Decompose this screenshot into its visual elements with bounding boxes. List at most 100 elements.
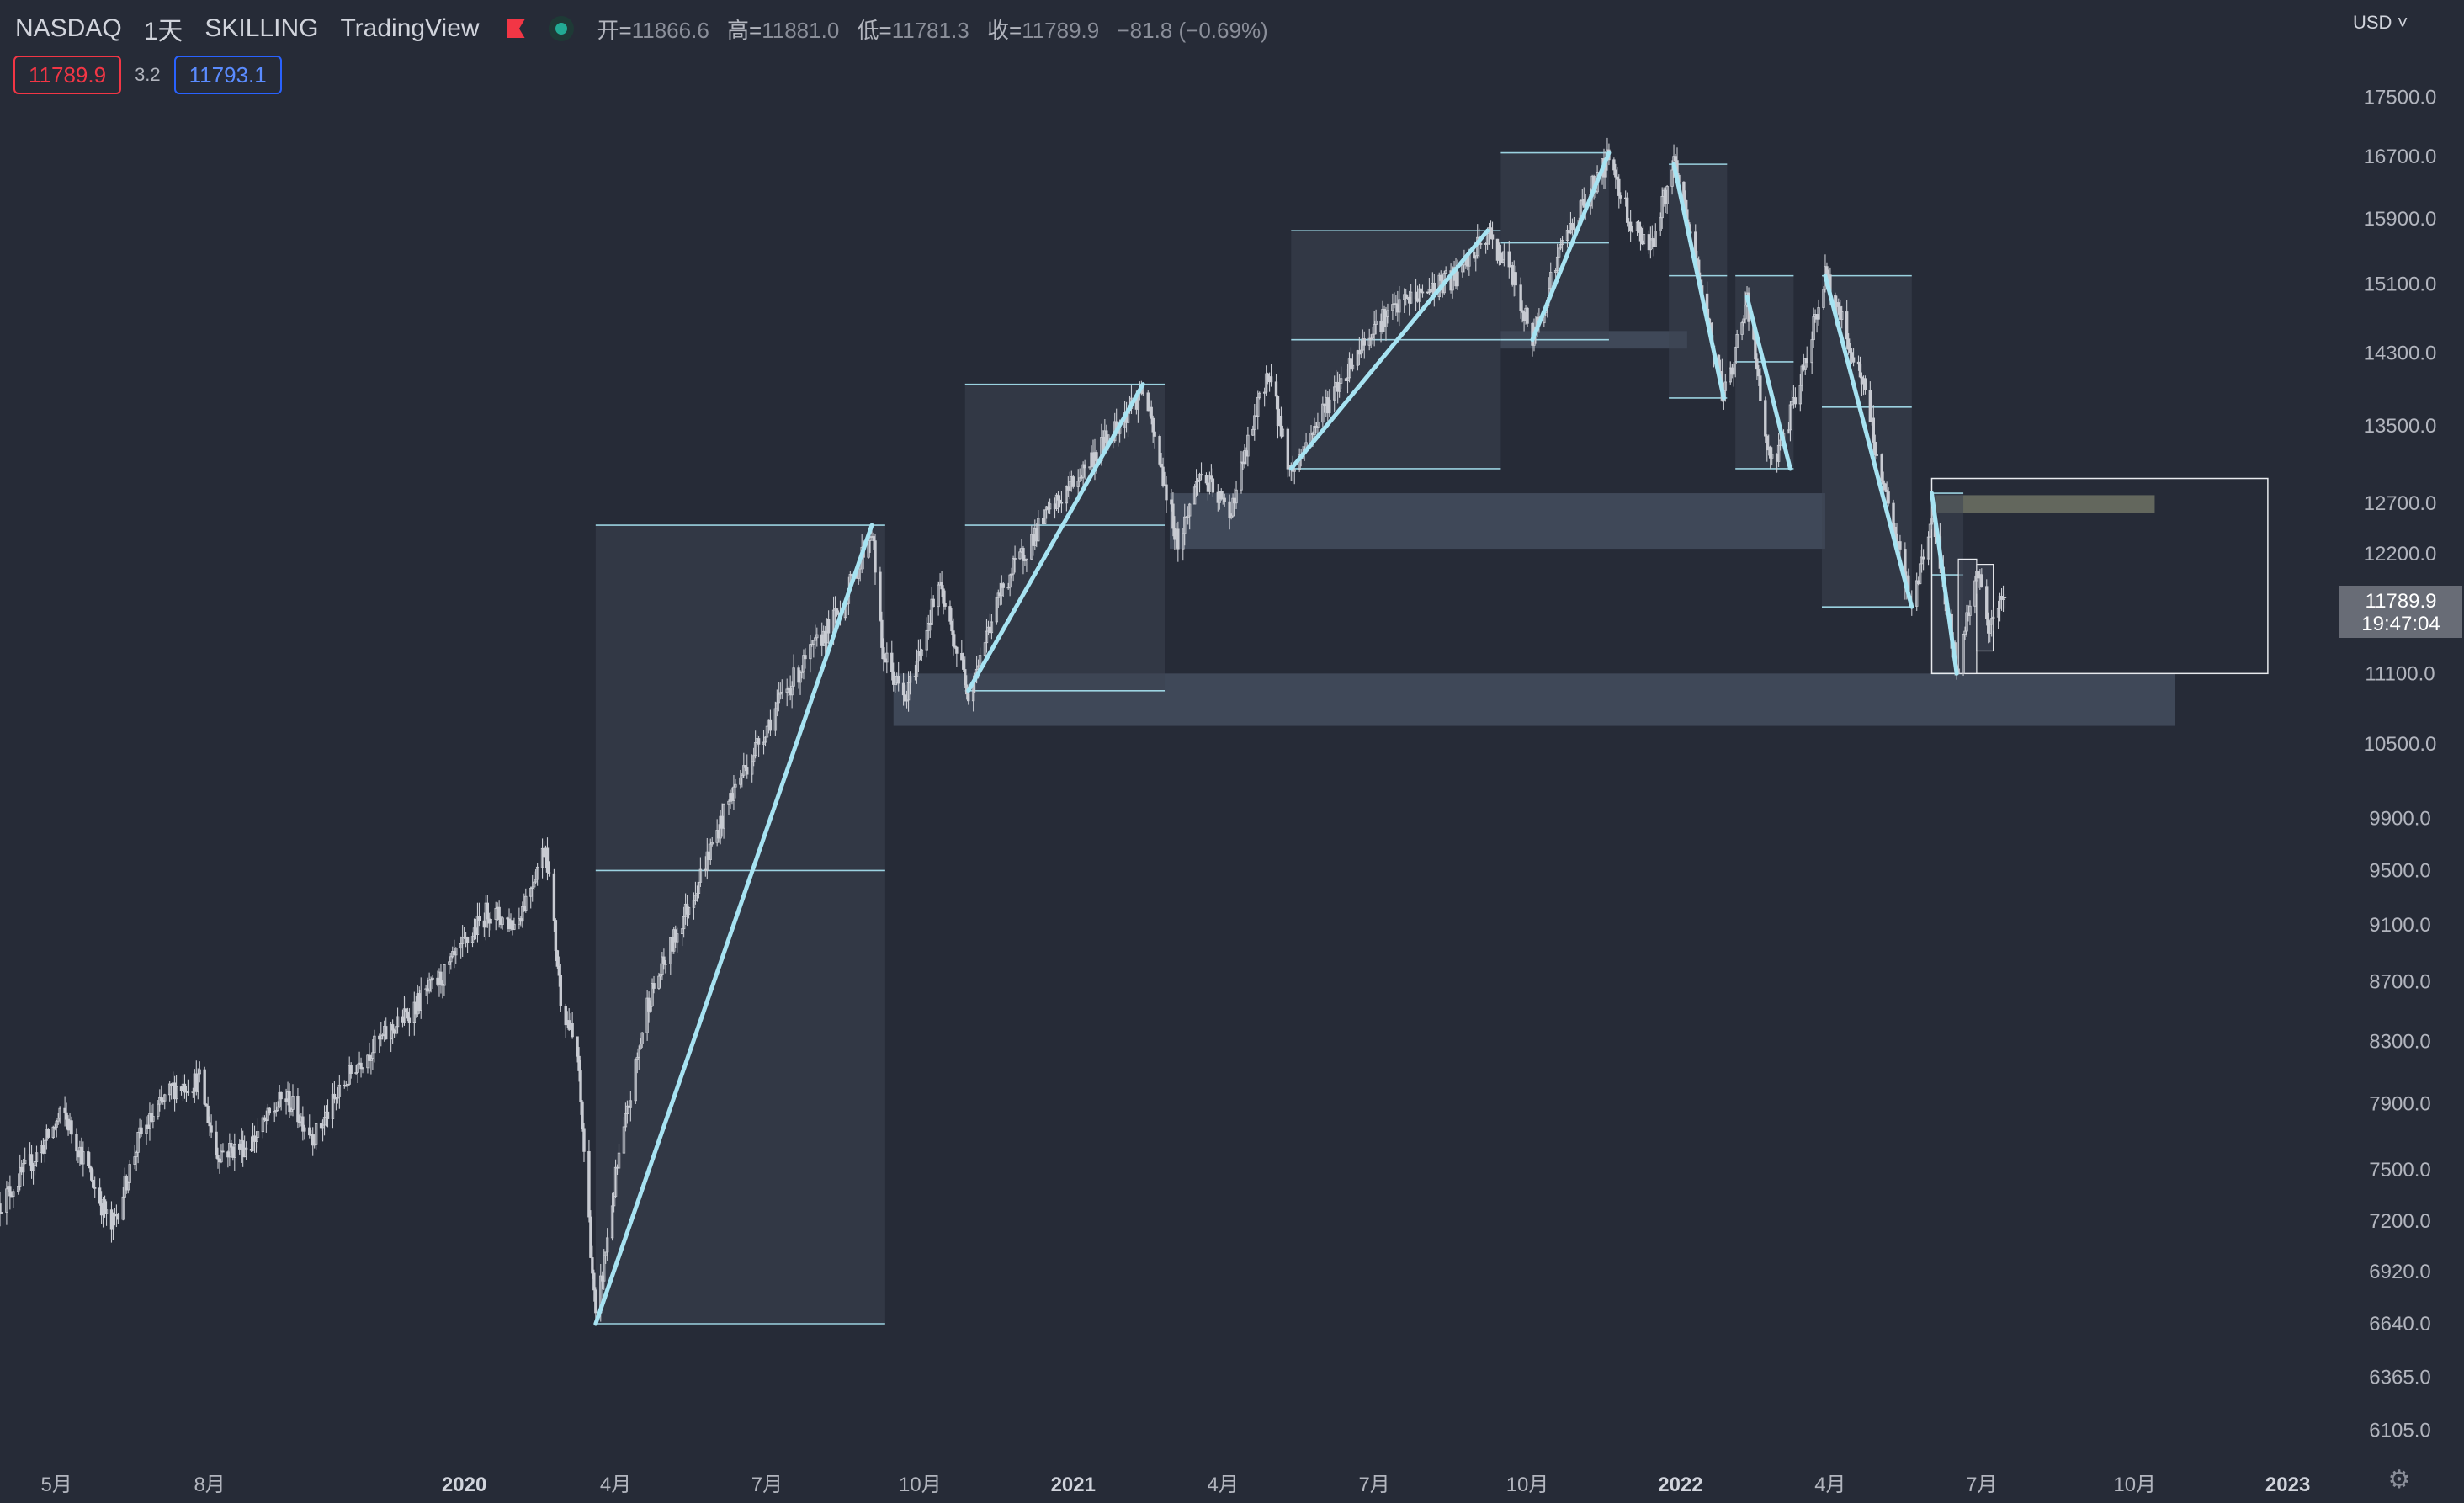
candle [785, 678, 789, 707]
candle-body [1848, 348, 1852, 353]
candle [1293, 466, 1296, 485]
candle [1916, 576, 1920, 586]
candle [191, 1087, 195, 1098]
candle [1379, 313, 1383, 343]
candle [943, 590, 947, 610]
candle [1006, 582, 1010, 590]
candle [874, 534, 877, 585]
candle [140, 1119, 143, 1137]
open-value: 11866.6 [631, 17, 709, 43]
candle [231, 1146, 235, 1161]
candle-body [695, 893, 699, 896]
trend-line-4 [1530, 151, 1612, 343]
flag-icon[interactable] [507, 19, 525, 38]
chevron-down-icon: ˅ [2392, 12, 2408, 33]
candle-body [1996, 608, 2000, 618]
interval-label[interactable]: 1天 [143, 18, 183, 45]
candle-body [429, 979, 433, 981]
candle [0, 1212, 3, 1214]
candle-body [215, 1131, 218, 1155]
candle-body [1968, 605, 1972, 616]
candle-body [43, 1139, 47, 1154]
candle-body [1008, 574, 1012, 588]
candle [1928, 523, 1932, 539]
candle [426, 977, 429, 1005]
candle-body [1642, 234, 1646, 245]
candle-body [284, 1098, 288, 1102]
currency-selector[interactable]: USD ˅ [2353, 12, 2408, 34]
candle-body [31, 1165, 35, 1171]
candle-body [704, 868, 708, 871]
candle-body [942, 588, 945, 604]
candle-body [426, 988, 429, 992]
candle [1023, 555, 1027, 566]
candle [1219, 488, 1223, 501]
candle [465, 936, 470, 953]
time-tick-label: 7月 [1966, 1474, 1997, 1496]
candle-body [635, 1056, 639, 1060]
candle-body [439, 971, 443, 985]
candle-body [571, 1023, 574, 1038]
price-axis[interactable]: 6105.0 6365.0 6640.0 6920.0 7200.0 7500.0 7900… [2364, 87, 2437, 1442]
candle-body [1754, 338, 1757, 360]
candle-body [1837, 302, 1840, 307]
candle [953, 634, 957, 650]
candle [1989, 609, 1994, 637]
candle [1664, 187, 1667, 214]
candle-body [591, 1257, 594, 1274]
candle [1885, 481, 1888, 504]
candle [1846, 333, 1851, 355]
candle-body [1041, 518, 1045, 524]
candle-body [1802, 365, 1805, 370]
candle [1245, 447, 1248, 465]
candle [1619, 192, 1622, 204]
buy-button[interactable]: 11793.1 [173, 56, 282, 94]
candle-body [1023, 560, 1027, 561]
price-tick-label: 6640.0 [2369, 1313, 2430, 1336]
candle-body [160, 1097, 163, 1102]
candle-body [396, 1016, 400, 1028]
candle-body [70, 1120, 73, 1135]
candle-body [20, 1166, 24, 1173]
gear-icon[interactable]: ⚙ [2387, 1466, 2411, 1494]
candle [1053, 497, 1057, 519]
candle [1025, 558, 1028, 572]
candle-body [279, 1091, 283, 1100]
candle [1628, 210, 1633, 242]
candle-body [1349, 358, 1353, 370]
candle-body [1080, 476, 1083, 479]
candle-body [1502, 251, 1506, 261]
candle-body [291, 1096, 295, 1110]
candle-body [1258, 392, 1261, 398]
candle-body [1863, 378, 1867, 390]
candle-body [1053, 503, 1057, 509]
candle [529, 886, 533, 909]
candle-body [1022, 547, 1025, 561]
symbol-name[interactable]: NASDAQ [15, 14, 122, 42]
candle [905, 690, 909, 709]
candle-body [1456, 271, 1459, 287]
candle-body [1868, 390, 1872, 422]
candle-body [1245, 450, 1248, 457]
candle-body [1293, 469, 1296, 472]
candle [128, 1160, 131, 1191]
candle-body [820, 634, 824, 646]
candle-body [1043, 509, 1047, 524]
candle [1068, 471, 1072, 499]
candle-body [1660, 196, 1664, 219]
candle [1332, 375, 1336, 413]
candle [622, 1117, 626, 1154]
sell-button[interactable]: 11789.9 [13, 56, 122, 94]
candle-body [1058, 499, 1062, 503]
candle-body [1369, 337, 1373, 340]
time-axis[interactable]: 5月 8月 2020 4月 7月 10月 2021 4月 7月 10月 2022 4月 7月 10月 202… [41, 1474, 2311, 1496]
candle [587, 1139, 591, 1223]
candle-body [1921, 556, 1925, 560]
candle-body [407, 1017, 412, 1024]
candle-body [1640, 240, 1644, 245]
candle [133, 1145, 136, 1170]
candle [535, 863, 539, 886]
time-tick-label: 2022 [1658, 1474, 1702, 1496]
candle [1146, 390, 1150, 412]
